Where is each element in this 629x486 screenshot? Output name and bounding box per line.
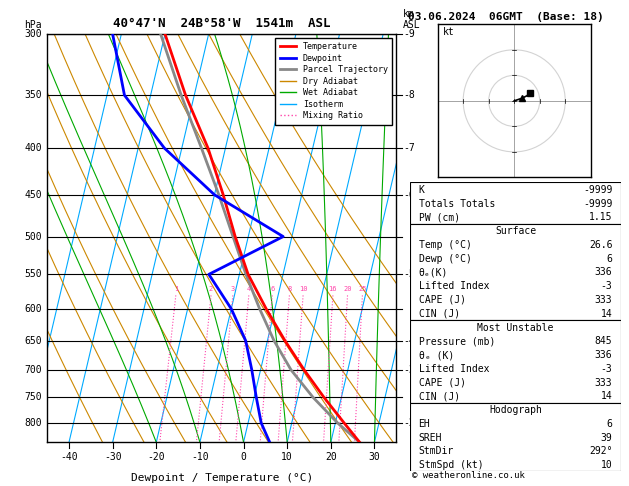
Text: -6: -6 bbox=[403, 190, 415, 200]
Text: 292°: 292° bbox=[589, 447, 613, 456]
Text: 6: 6 bbox=[606, 254, 613, 264]
Text: -3: -3 bbox=[601, 364, 613, 374]
Text: Dewp (°C): Dewp (°C) bbox=[418, 254, 471, 264]
Text: Dewpoint / Temperature (°C): Dewpoint / Temperature (°C) bbox=[131, 473, 313, 483]
Text: EH: EH bbox=[418, 419, 430, 429]
Text: -3: -3 bbox=[403, 365, 415, 375]
Text: CIN (J): CIN (J) bbox=[418, 391, 460, 401]
Text: -5: -5 bbox=[403, 269, 415, 279]
Text: 845: 845 bbox=[595, 336, 613, 347]
Text: -10: -10 bbox=[191, 452, 209, 463]
Text: SREH: SREH bbox=[418, 433, 442, 443]
Text: -9999: -9999 bbox=[583, 199, 613, 208]
Text: 1.15: 1.15 bbox=[589, 212, 613, 223]
Text: Temp (°C): Temp (°C) bbox=[418, 240, 471, 250]
Text: 700: 700 bbox=[25, 365, 42, 375]
Text: 20: 20 bbox=[343, 286, 352, 292]
Text: StmDir: StmDir bbox=[418, 447, 454, 456]
Text: Hodograph: Hodograph bbox=[489, 405, 542, 415]
Text: 0: 0 bbox=[241, 452, 247, 463]
Text: 3: 3 bbox=[231, 286, 235, 292]
Text: 03.06.2024  06GMT  (Base: 18): 03.06.2024 06GMT (Base: 18) bbox=[408, 12, 603, 22]
Text: θₑ(K): θₑ(K) bbox=[418, 267, 448, 278]
Text: Totals Totals: Totals Totals bbox=[418, 199, 495, 208]
Text: PW (cm): PW (cm) bbox=[418, 212, 460, 223]
Title: 40°47'N  24B°58'W  1541m  ASL: 40°47'N 24B°58'W 1541m ASL bbox=[113, 17, 330, 30]
Legend: Temperature, Dewpoint, Parcel Trajectory, Dry Adiabat, Wet Adiabat, Isotherm, Mi: Temperature, Dewpoint, Parcel Trajectory… bbox=[276, 38, 392, 124]
Text: 1: 1 bbox=[174, 286, 178, 292]
Text: 30: 30 bbox=[369, 452, 381, 463]
Text: Most Unstable: Most Unstable bbox=[477, 323, 554, 332]
Text: hPa: hPa bbox=[25, 20, 42, 30]
Text: -9999: -9999 bbox=[583, 185, 613, 195]
Text: -40: -40 bbox=[60, 452, 78, 463]
Text: -3: -3 bbox=[601, 281, 613, 291]
Text: Lifted Index: Lifted Index bbox=[418, 281, 489, 291]
Text: © weatheronline.co.uk: © weatheronline.co.uk bbox=[412, 471, 525, 480]
Text: CAPE (J): CAPE (J) bbox=[418, 378, 465, 388]
Text: Mixing Ratio (g/kg): Mixing Ratio (g/kg) bbox=[419, 182, 429, 294]
Text: K: K bbox=[418, 185, 425, 195]
Text: 10: 10 bbox=[299, 286, 308, 292]
Text: 25: 25 bbox=[358, 286, 367, 292]
Text: 600: 600 bbox=[25, 304, 42, 314]
Text: 550: 550 bbox=[25, 269, 42, 279]
Text: 26.6: 26.6 bbox=[589, 240, 613, 250]
Text: -2: -2 bbox=[403, 418, 415, 428]
Text: 750: 750 bbox=[25, 392, 42, 402]
Text: -30: -30 bbox=[104, 452, 121, 463]
Text: 6: 6 bbox=[270, 286, 274, 292]
Text: 2: 2 bbox=[209, 286, 213, 292]
Text: CAPE (J): CAPE (J) bbox=[418, 295, 465, 305]
Text: -4: -4 bbox=[403, 336, 415, 346]
Text: 450: 450 bbox=[25, 190, 42, 200]
Text: θₑ (K): θₑ (K) bbox=[418, 350, 454, 360]
Text: km
ASL: km ASL bbox=[403, 9, 421, 30]
Text: 6: 6 bbox=[606, 419, 613, 429]
Text: 333: 333 bbox=[595, 295, 613, 305]
Text: 350: 350 bbox=[25, 90, 42, 100]
Text: -20: -20 bbox=[147, 452, 165, 463]
Text: 300: 300 bbox=[25, 29, 42, 39]
Text: 400: 400 bbox=[25, 143, 42, 153]
Text: Lifted Index: Lifted Index bbox=[418, 364, 489, 374]
FancyBboxPatch shape bbox=[410, 224, 621, 320]
Text: 14: 14 bbox=[601, 391, 613, 401]
Text: kt: kt bbox=[443, 27, 455, 36]
Text: -8: -8 bbox=[403, 90, 415, 100]
Text: 333: 333 bbox=[595, 378, 613, 388]
Text: 39: 39 bbox=[601, 433, 613, 443]
Text: Surface: Surface bbox=[495, 226, 536, 236]
Text: 10: 10 bbox=[601, 460, 613, 470]
Text: 336: 336 bbox=[595, 350, 613, 360]
Text: 336: 336 bbox=[595, 267, 613, 278]
FancyBboxPatch shape bbox=[410, 402, 621, 471]
FancyBboxPatch shape bbox=[410, 320, 621, 402]
Text: -9: -9 bbox=[403, 29, 415, 39]
Text: CIN (J): CIN (J) bbox=[418, 309, 460, 319]
Text: 650: 650 bbox=[25, 336, 42, 346]
Text: -7: -7 bbox=[403, 143, 415, 153]
Text: 800: 800 bbox=[25, 418, 42, 428]
Text: 20: 20 bbox=[325, 452, 337, 463]
Text: 4: 4 bbox=[247, 286, 251, 292]
Text: 16: 16 bbox=[328, 286, 337, 292]
Text: 10: 10 bbox=[281, 452, 293, 463]
Text: StmSpd (kt): StmSpd (kt) bbox=[418, 460, 483, 470]
Text: 14: 14 bbox=[601, 309, 613, 319]
FancyBboxPatch shape bbox=[410, 182, 621, 224]
Text: 8: 8 bbox=[287, 286, 291, 292]
Text: 500: 500 bbox=[25, 231, 42, 242]
Text: Pressure (mb): Pressure (mb) bbox=[418, 336, 495, 347]
